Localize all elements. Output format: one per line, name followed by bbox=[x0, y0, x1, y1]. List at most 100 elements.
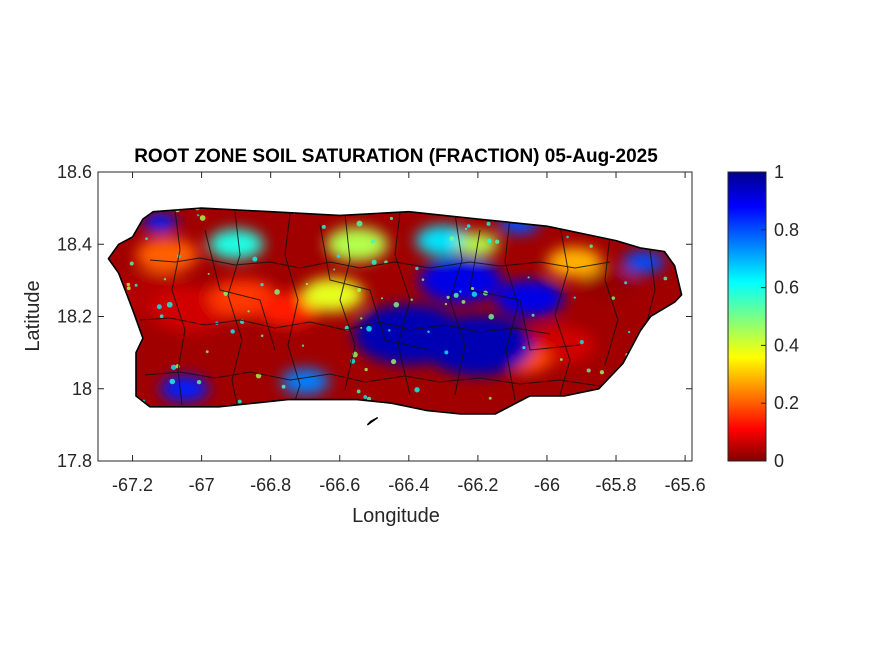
speckle bbox=[366, 325, 372, 332]
speckle bbox=[444, 350, 449, 355]
speckle bbox=[336, 254, 341, 258]
x-tick-label: -65.6 bbox=[665, 475, 706, 495]
speckle bbox=[453, 292, 459, 298]
speckle bbox=[207, 272, 210, 275]
speckle bbox=[470, 286, 475, 291]
y-tick-label: 18.4 bbox=[57, 234, 92, 254]
colorbar-tick-label: 0 bbox=[774, 451, 784, 471]
y-tick-label: 17.8 bbox=[57, 451, 92, 471]
x-tick-label: -67 bbox=[189, 475, 215, 495]
speckle bbox=[627, 330, 631, 334]
saturation-cell-21 bbox=[622, 250, 665, 274]
speckle bbox=[393, 301, 400, 308]
speckle bbox=[414, 387, 420, 393]
speckle bbox=[566, 235, 569, 239]
colorbar-tick-label: 0.8 bbox=[774, 220, 799, 240]
x-tick-label: -66.8 bbox=[250, 475, 291, 495]
speckle bbox=[252, 256, 258, 262]
speckle bbox=[459, 290, 462, 293]
x-tick-label: -66.4 bbox=[388, 475, 429, 495]
y-tick-label: 18 bbox=[72, 379, 92, 399]
speckle bbox=[624, 281, 628, 285]
speckle bbox=[380, 297, 383, 300]
speckle bbox=[586, 368, 591, 373]
x-axis-label: Longitude bbox=[352, 505, 440, 527]
speckle bbox=[166, 301, 173, 308]
speckle bbox=[356, 220, 363, 227]
speckle bbox=[281, 384, 286, 389]
saturation-cell-20 bbox=[142, 213, 178, 233]
speckle bbox=[427, 330, 430, 334]
speckle bbox=[466, 224, 471, 228]
speckle bbox=[159, 314, 164, 319]
x-tick-label: -67.2 bbox=[112, 475, 153, 495]
speckle bbox=[199, 215, 206, 221]
colorbar-tick-label: 0.2 bbox=[774, 393, 799, 413]
speckle bbox=[444, 302, 448, 306]
saturation-field bbox=[108, 208, 682, 414]
speckle bbox=[357, 287, 362, 293]
saturation-cell-17 bbox=[495, 279, 565, 318]
speckle bbox=[389, 216, 394, 221]
speckle bbox=[487, 238, 492, 244]
speckle bbox=[488, 396, 492, 400]
speckle bbox=[169, 378, 176, 385]
speckle bbox=[486, 221, 491, 226]
speckle bbox=[421, 278, 425, 281]
y-tick-label: 18.6 bbox=[57, 162, 92, 182]
saturation-cell-15 bbox=[422, 315, 534, 376]
speckle bbox=[126, 282, 130, 287]
x-tick-label: -66 bbox=[534, 475, 560, 495]
speckle bbox=[573, 296, 576, 299]
speckle bbox=[333, 268, 336, 271]
saturation-cell-11 bbox=[546, 247, 603, 278]
x-axis-ticks: -67.2 -67 -66.8 -66.6 -66.4 -66.2 -66 -65.8 -65.… bbox=[112, 172, 706, 495]
speckle bbox=[471, 291, 478, 297]
speckle bbox=[371, 259, 377, 265]
speckle bbox=[274, 289, 280, 295]
speckle bbox=[579, 340, 584, 345]
coastline bbox=[107, 207, 683, 415]
speckle bbox=[589, 244, 593, 248]
saturation-cell-4 bbox=[301, 277, 364, 312]
speckle bbox=[230, 329, 235, 334]
speckle bbox=[223, 291, 229, 296]
speckle bbox=[461, 300, 466, 304]
speckle bbox=[360, 326, 363, 329]
speckle bbox=[205, 350, 209, 354]
speckle bbox=[522, 346, 526, 350]
speckle bbox=[611, 296, 616, 300]
speckle bbox=[301, 344, 305, 347]
speckle bbox=[363, 395, 368, 399]
x-tick-label: -65.8 bbox=[596, 475, 637, 495]
saturation-cell-19 bbox=[281, 368, 330, 395]
x-tick-label: -66.2 bbox=[457, 475, 498, 495]
y-axis-ticks: 18.6 18.4 18.2 18 17.8 bbox=[57, 162, 692, 471]
saturation-cell-7 bbox=[325, 227, 389, 262]
speckle bbox=[356, 389, 361, 394]
saturation-cell-18 bbox=[160, 375, 209, 403]
speckle bbox=[170, 364, 177, 370]
speckle bbox=[410, 298, 413, 301]
colorbar bbox=[727, 171, 767, 462]
speckle bbox=[196, 379, 202, 385]
speckle bbox=[360, 317, 363, 320]
islet-outline bbox=[366, 416, 379, 426]
speckle bbox=[527, 276, 530, 279]
speckle bbox=[663, 276, 668, 281]
map-title: ROOT ZONE SOIL SATURATION (FRACTION) 05-… bbox=[134, 146, 658, 167]
speckle bbox=[321, 224, 326, 229]
speckle bbox=[531, 313, 535, 317]
speckle bbox=[391, 359, 397, 365]
speckle bbox=[559, 358, 563, 361]
colorbar-tick-label: 0.6 bbox=[774, 278, 799, 298]
speckle bbox=[388, 329, 391, 332]
colorbar-tick-label: 1 bbox=[774, 162, 784, 182]
speckle bbox=[145, 237, 148, 240]
saturation-cell-6 bbox=[208, 229, 264, 260]
speckle bbox=[495, 239, 500, 244]
speckle bbox=[415, 266, 419, 271]
speckle bbox=[237, 399, 242, 404]
speckle bbox=[260, 282, 264, 287]
